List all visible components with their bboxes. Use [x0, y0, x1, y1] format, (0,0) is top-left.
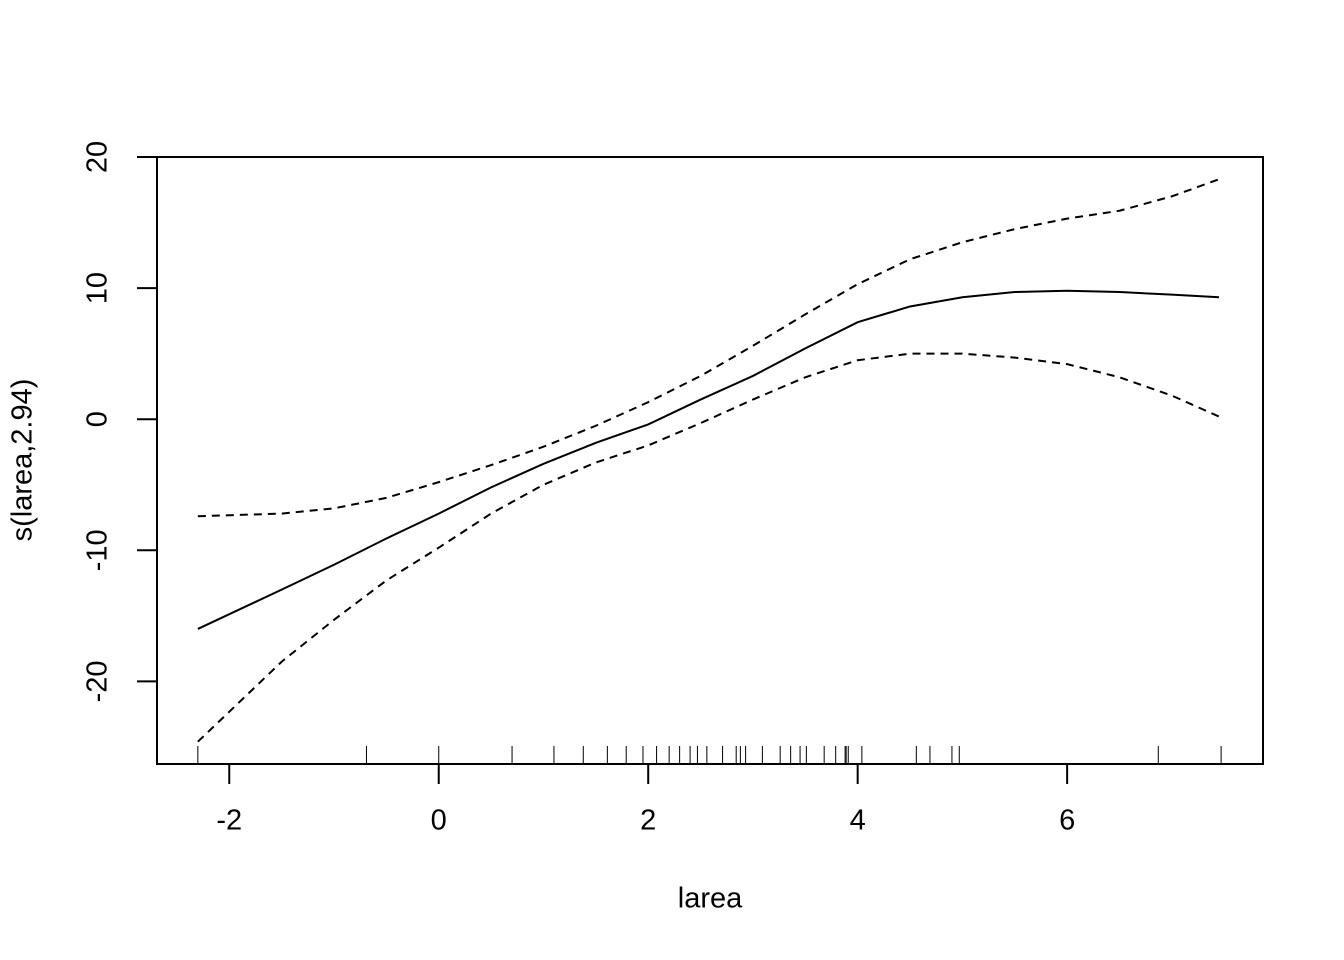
series-line: [197, 289, 1220, 630]
plot-frame: [156, 156, 1264, 765]
x-tick-label: 0: [431, 805, 447, 837]
y-tick-label: -10: [82, 529, 114, 571]
x-axis-label: larea: [678, 883, 743, 915]
y-axis-label: s(larea,2.94): [7, 379, 39, 542]
series-line: [197, 352, 1220, 743]
y-tick-label: 0: [82, 411, 114, 427]
y-tick-label: 10: [82, 272, 114, 304]
series-line: [197, 178, 1220, 518]
x-tick-label: 6: [1059, 805, 1075, 837]
x-tick-label: 2: [640, 805, 656, 837]
y-tick-label: 20: [82, 141, 114, 173]
y-tick-label: -20: [82, 660, 114, 702]
x-tick-label: 4: [850, 805, 866, 837]
x-tick-label: -2: [216, 805, 242, 837]
